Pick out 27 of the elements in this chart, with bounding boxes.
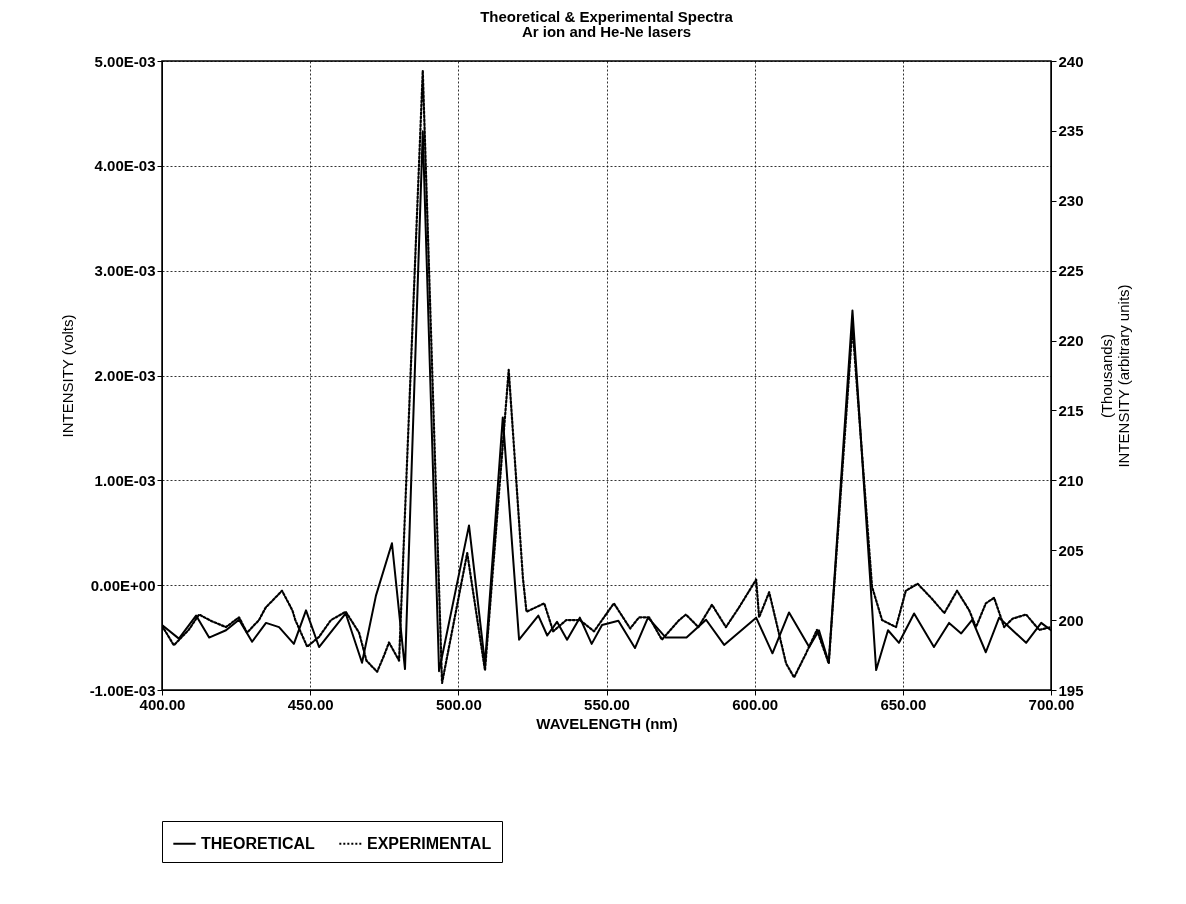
y2-tick-label: 210 — [1058, 471, 1084, 489]
x-axis-title: WAVELENGTH (nm) — [536, 714, 678, 732]
x-tick-label: 650.00 — [880, 695, 927, 713]
x-tick-label: 550.00 — [584, 695, 630, 713]
chart-title: Theoretical & Experimental Spectra — [480, 8, 734, 25]
y2-tick-label: 215 — [1058, 401, 1084, 419]
x-tick-label: 450.00 — [287, 695, 334, 713]
y-tick-label: 1.00E-03 — [94, 471, 156, 489]
legend-label: EXPERIMENTAL — [367, 834, 492, 852]
y2-tick-label: 235 — [1058, 122, 1084, 140]
x-tick-label: 500.00 — [435, 695, 482, 713]
y-tick-label: 5.00E-03 — [94, 52, 156, 70]
y-axis-title: INTENSITY (volts) — [58, 314, 76, 438]
y2-tick-label: 205 — [1058, 541, 1084, 559]
y2-tick-label: 225 — [1058, 262, 1084, 280]
y2-tick-label: 200 — [1058, 611, 1084, 629]
x-tick-label: 600.00 — [732, 695, 779, 713]
y2-tick-label: 220 — [1058, 332, 1084, 350]
y2-tick-label: 230 — [1058, 192, 1084, 210]
text: (Thousands) — [1097, 333, 1115, 419]
y2-tick-label: 240 — [1058, 52, 1084, 70]
legend-label: THEORETICAL — [201, 834, 315, 852]
text: INTENSITY (arbitrary units) — [1114, 284, 1132, 468]
y-tick-label: 2.00E-03 — [94, 367, 156, 384]
y-tick-label: 3.00E-03 — [94, 262, 156, 280]
y-tick-label: 0.00E+00 — [90, 576, 156, 594]
y-tick-label: 4.00E-03 — [94, 157, 156, 175]
